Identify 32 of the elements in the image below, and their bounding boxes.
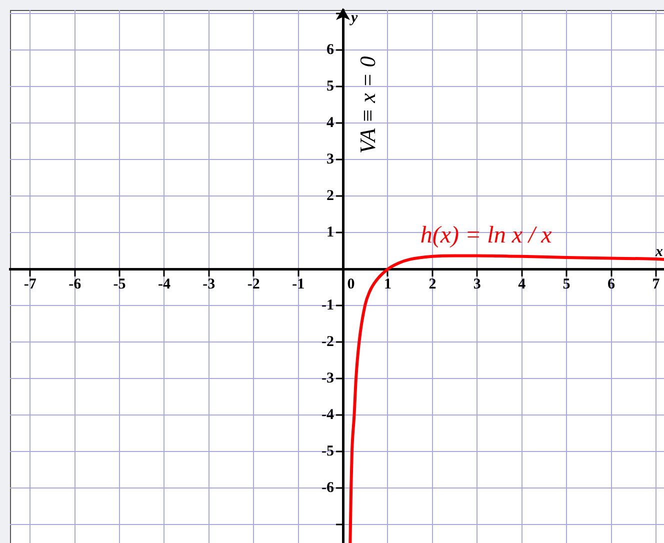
y-tick-label: -2 xyxy=(322,334,334,350)
x-tick-label: 1 xyxy=(384,276,392,293)
series-label: h(x) = ln x / x xyxy=(420,222,552,249)
x-tick-label: -5 xyxy=(113,276,126,293)
x-tick-label: 4 xyxy=(518,276,526,293)
y-tick-label: 5 xyxy=(326,78,334,95)
x-tick-label: 7 xyxy=(652,276,660,293)
x-tick-label: -7 xyxy=(24,276,37,293)
x-tick-label: 0 xyxy=(347,276,355,293)
y-axis-title: y xyxy=(349,10,358,26)
y-tick-label: -4 xyxy=(322,407,335,424)
x-axis-title: x xyxy=(654,244,664,260)
y-tick-label: -5 xyxy=(322,444,334,460)
x-tick-label: 3 xyxy=(473,276,481,293)
y-tick-label: 6 xyxy=(326,42,335,58)
x-tick-label: -6 xyxy=(68,276,82,293)
x-tick-label: 6 xyxy=(608,276,616,293)
x-tick-label: -3 xyxy=(202,276,216,293)
x-tick-label: 5 xyxy=(562,276,570,293)
annotation: VA ≡ x = 0 xyxy=(354,56,380,154)
y-tick-label: 4 xyxy=(326,115,335,132)
x-tick-label: -1 xyxy=(292,276,305,293)
x-tick-label: 2 xyxy=(428,276,436,293)
y-tick-label: 1 xyxy=(326,224,334,241)
y-tick-label: -6 xyxy=(322,480,335,496)
x-tick-label: -4 xyxy=(158,276,171,293)
line-series xyxy=(348,254,664,543)
x-tick-label: -2 xyxy=(247,276,260,293)
y-tick-label: -3 xyxy=(322,370,334,387)
y-tick-label: 2 xyxy=(326,188,334,204)
y-tick-label: 3 xyxy=(326,152,334,168)
y-tick-label: -1 xyxy=(322,298,334,314)
